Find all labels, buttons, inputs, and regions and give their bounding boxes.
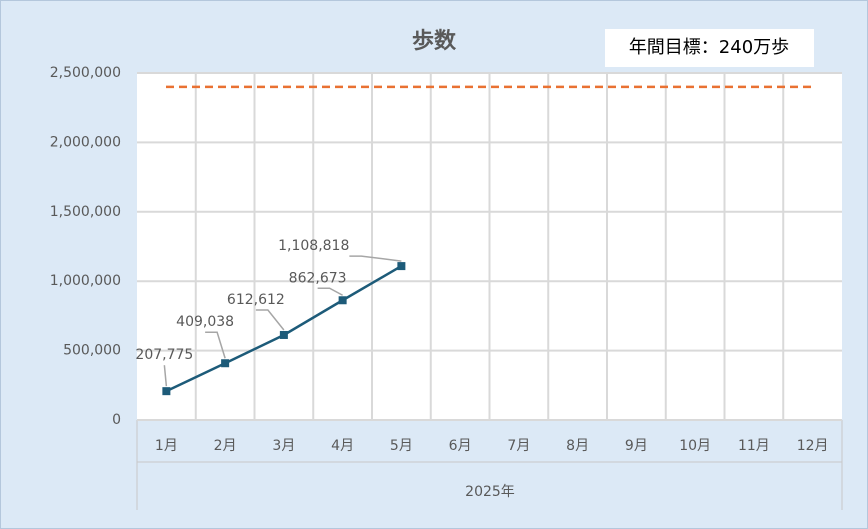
y-tick-label: 1,500,000: [50, 204, 121, 220]
x-tick-label: 6月: [449, 438, 472, 454]
y-tick-label: 0: [112, 412, 121, 428]
x-tick-label: 4月: [331, 438, 354, 454]
x-tick-label: 3月: [272, 438, 295, 454]
leader-line: [349, 255, 402, 262]
y-tick-label: 1,000,000: [50, 273, 121, 289]
x-axis-label: 2025年: [465, 484, 515, 500]
data-point: [221, 359, 230, 368]
leader-line: [205, 331, 226, 359]
data-point: [162, 387, 171, 396]
y-tick-label: 2,000,000: [50, 134, 121, 150]
data-label: 612,612: [227, 292, 285, 308]
data-label: 1,108,818: [278, 238, 349, 254]
data-label: 862,673: [289, 270, 347, 286]
x-tick-label: 1月: [155, 438, 178, 454]
x-tick-label: 10月: [679, 438, 711, 454]
y-tick-label: 2,500,000: [50, 65, 121, 81]
x-tick-label: 9月: [625, 438, 648, 454]
data-point: [279, 330, 288, 339]
x-tick-label: 5月: [390, 438, 413, 454]
x-tick-label: 11月: [738, 438, 770, 454]
leader-line: [163, 365, 168, 387]
target-label-box: [605, 29, 814, 67]
chart-title: 歩数: [412, 28, 457, 54]
x-tick-label: 7月: [507, 438, 530, 454]
leader-line: [255, 309, 285, 331]
leader-line: [317, 287, 343, 296]
y-tick-label: 500,000: [63, 343, 121, 359]
x-tick-label: 12月: [797, 438, 829, 454]
x-tick-label: 2月: [214, 438, 237, 454]
data-label: 409,038: [176, 314, 234, 330]
data-label: 207,775: [135, 347, 193, 363]
data-point: [397, 262, 406, 271]
target-label: 年間目標：240万歩: [629, 37, 789, 58]
data-point: [338, 296, 347, 305]
x-tick-label: 8月: [566, 438, 589, 454]
